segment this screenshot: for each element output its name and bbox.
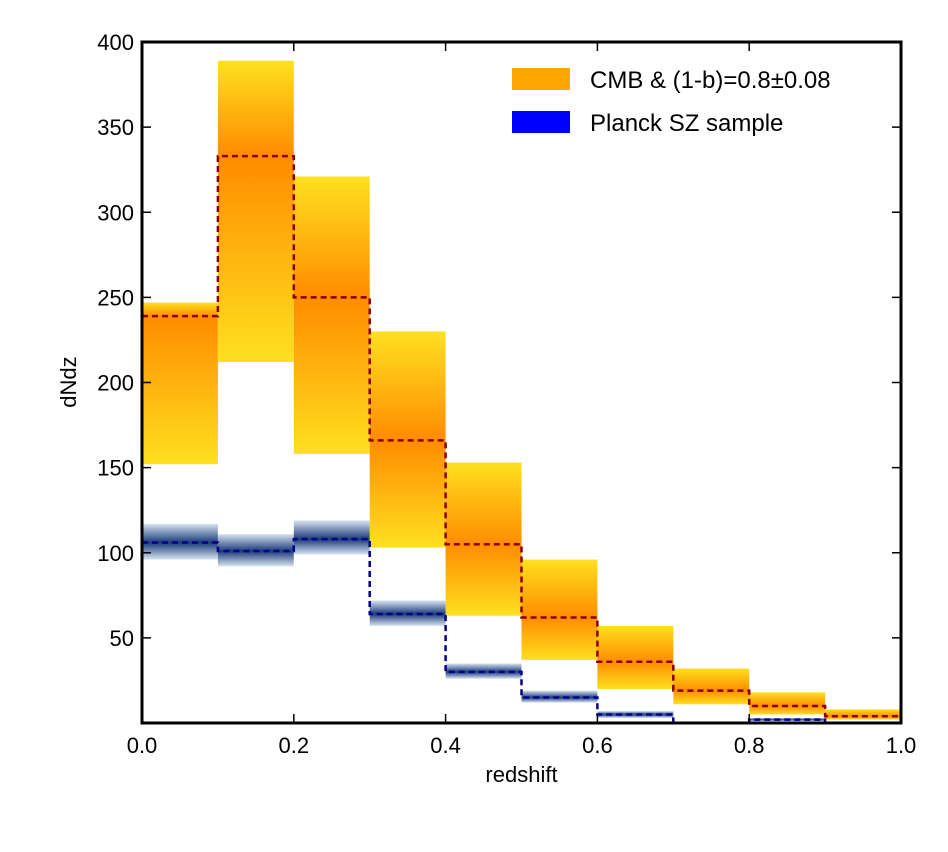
band-0-bin-7 [673, 668, 750, 705]
ticks-layer: 0.0 0.2 0.4 0.6 0.8 1.0 50 100 150 200 250 300 350 40… [97, 30, 916, 758]
x-tick-label-3: 0.6 [582, 733, 613, 758]
band-0-bin-9 [825, 709, 901, 720]
x-tick-label-5: 1.0 [886, 733, 917, 758]
band-0-bin-1 [217, 60, 294, 363]
y-tick-label-3: 200 [97, 371, 134, 396]
x-tick-label-0: 0.0 [127, 733, 158, 758]
legend: CMB & (1-b)=0.8±0.08 Planck SZ sample [512, 67, 831, 137]
y-axis-label: dNdz [56, 356, 81, 407]
band-1-bin-2 [293, 520, 370, 555]
legend-label-0: CMB & (1-b)=0.8±0.08 [590, 67, 831, 94]
x-tick-label-2: 0.4 [430, 733, 461, 758]
legend-swatch-1 [512, 111, 570, 133]
legend-label-1: Planck SZ sample [590, 110, 783, 137]
band-1-bin-6 [597, 711, 674, 718]
band-0-bin-5 [521, 559, 598, 661]
band-0-bin-0 [142, 302, 218, 465]
band-0-bin-6 [597, 625, 674, 689]
x-tick-label-1: 0.2 [279, 733, 310, 758]
band-0-bin-2 [293, 176, 370, 455]
y-tick-label-4: 250 [97, 285, 134, 310]
band-0-bin-8 [749, 692, 826, 715]
y-tick-label-1: 100 [97, 541, 134, 566]
y-tick-label-7: 400 [97, 30, 134, 55]
y-tick-label-2: 150 [97, 456, 134, 481]
step-line-0 [142, 154, 901, 718]
band-0-bin-4 [445, 462, 522, 616]
x-tick-label-4: 0.8 [734, 733, 765, 758]
y-tick-label-5: 300 [97, 200, 134, 225]
legend-swatch-0 [512, 68, 570, 90]
y-tick-label-6: 350 [97, 115, 134, 140]
bands-layer [142, 60, 901, 722]
x-axis-label: redshift [485, 762, 557, 787]
y-tick-label-0: 50 [110, 626, 134, 651]
band-1-bin-5 [521, 690, 598, 703]
